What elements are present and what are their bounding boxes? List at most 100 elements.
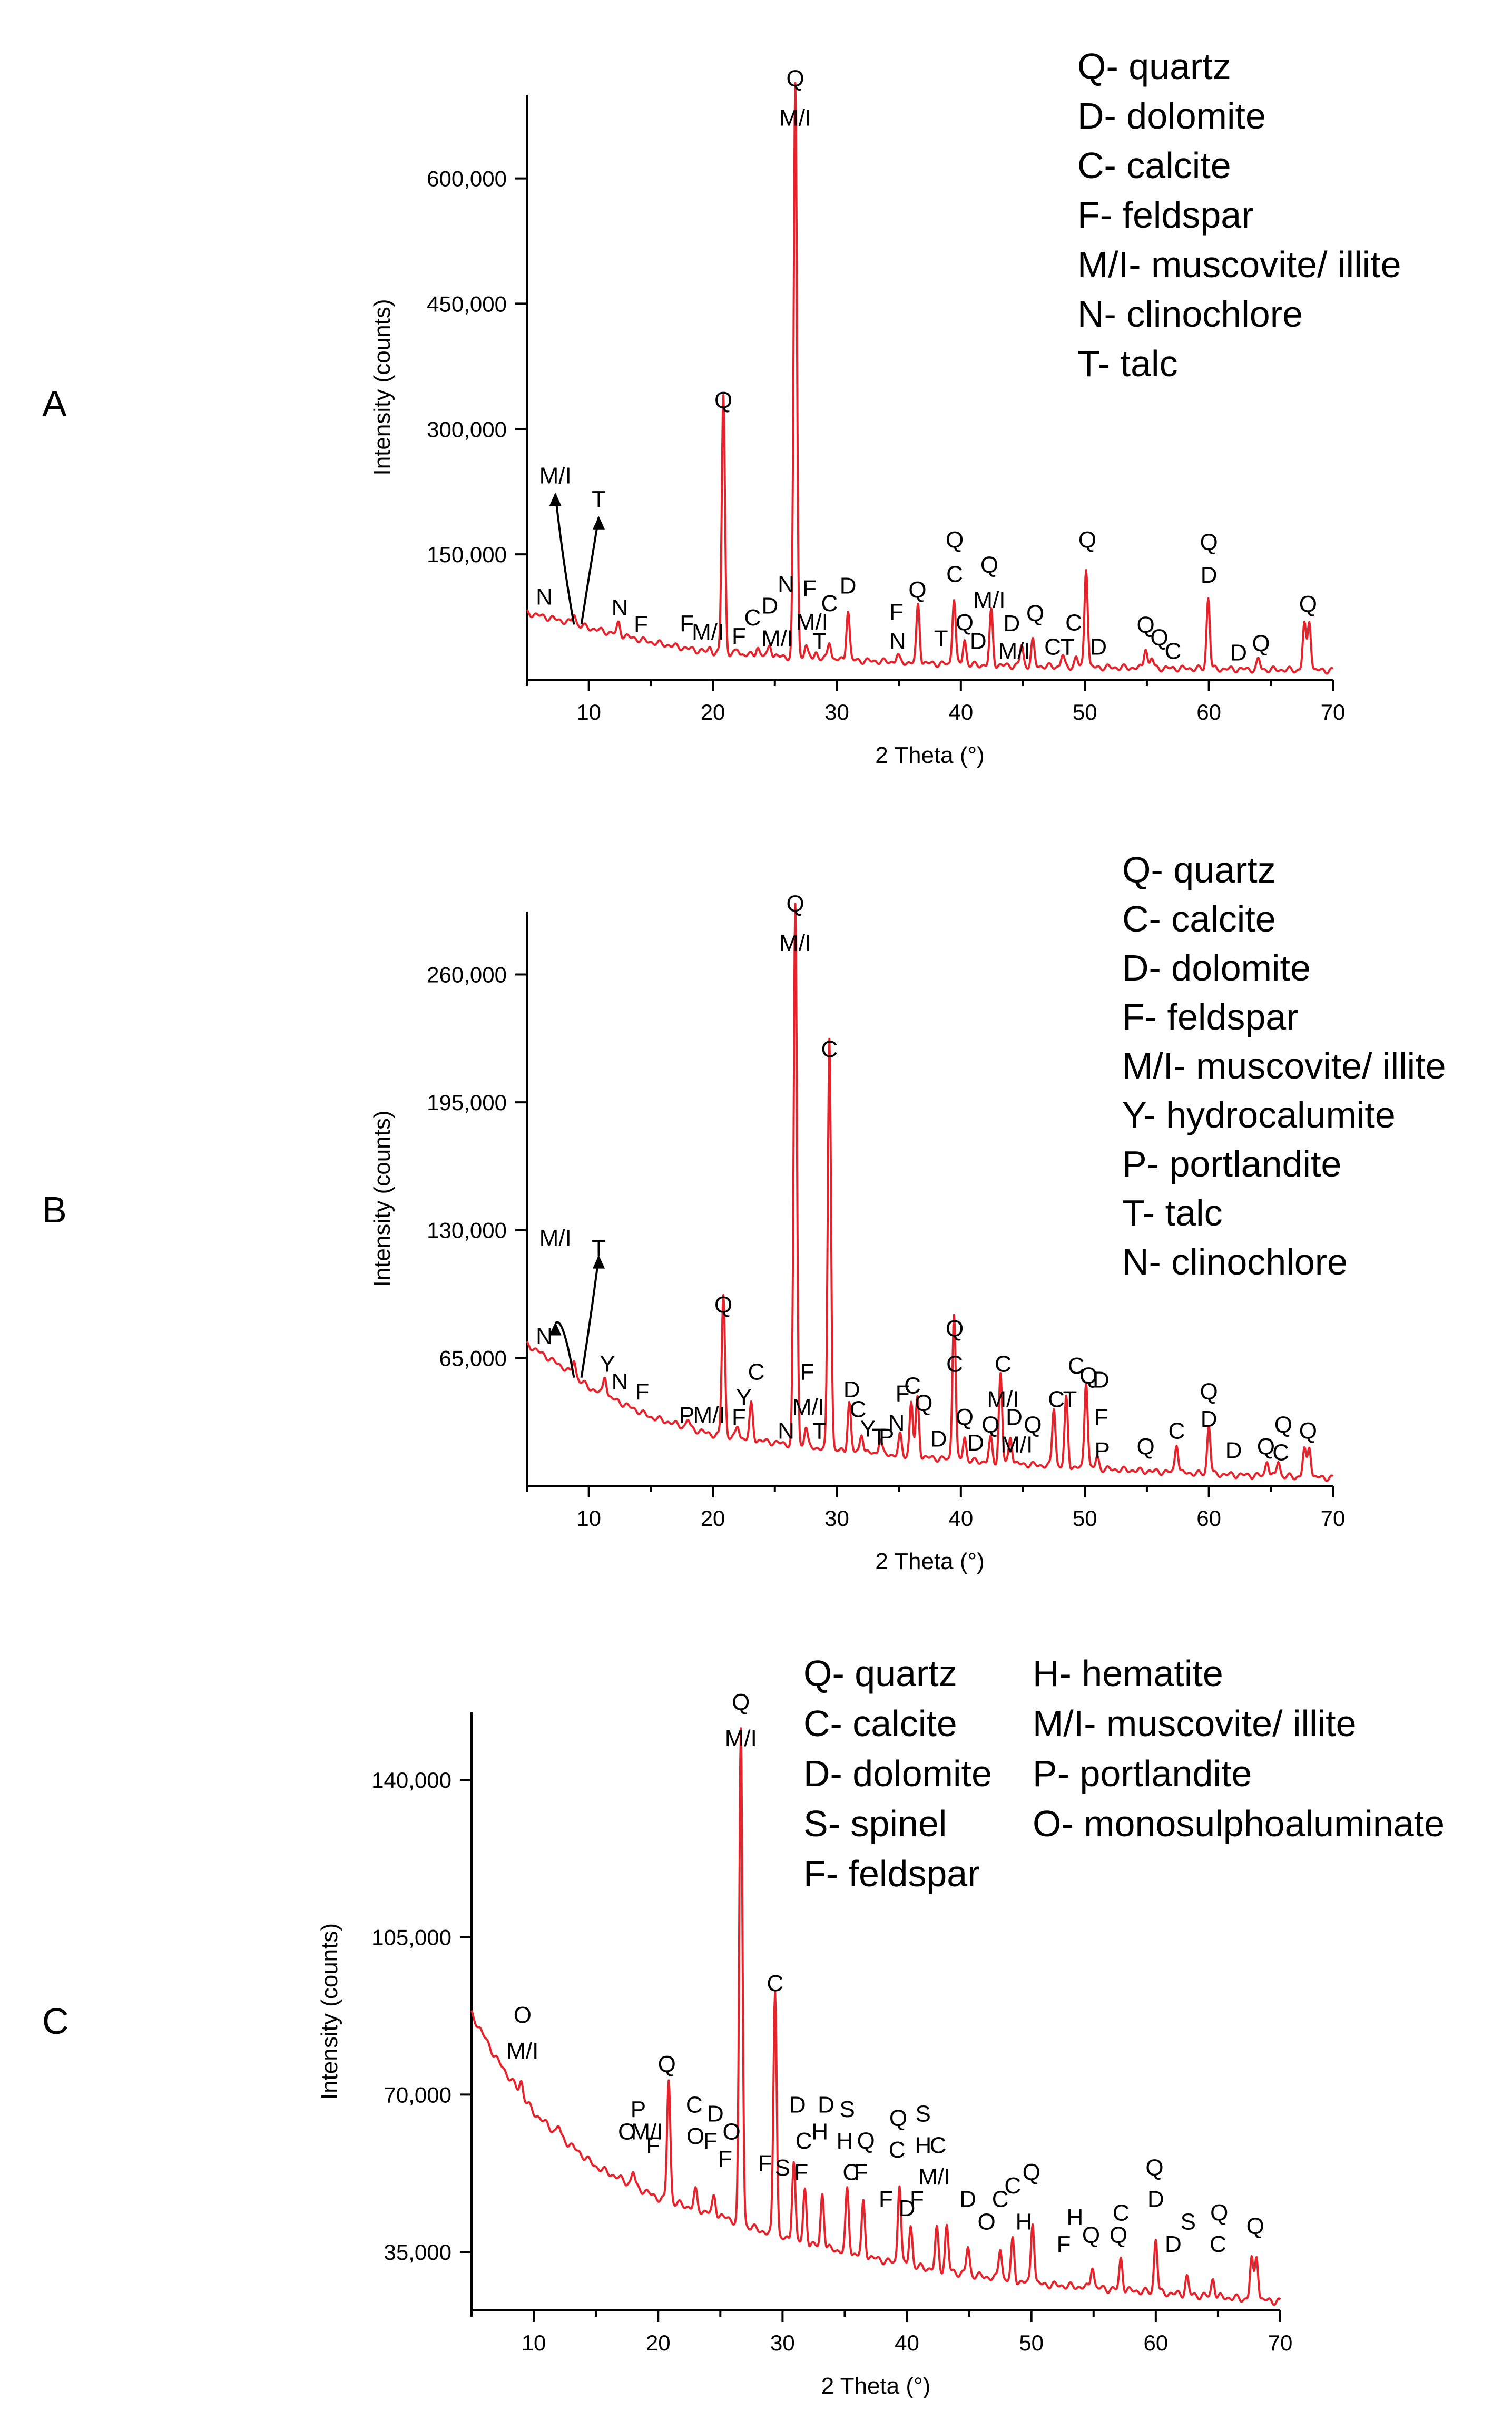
peak-label: C bbox=[1272, 1439, 1289, 1465]
peak-label: F bbox=[802, 575, 817, 601]
peak-label: D bbox=[789, 2092, 806, 2118]
y-tick-label: 260,000 bbox=[427, 962, 507, 987]
peak-label: Q bbox=[1024, 1412, 1042, 1438]
peak-label: Y bbox=[600, 1351, 615, 1377]
panel-label: C bbox=[42, 2001, 69, 2042]
peak-label: Q bbox=[1023, 2160, 1040, 2186]
x-tick-label: 10 bbox=[522, 2330, 546, 2355]
peak-label: Q bbox=[956, 1404, 974, 1430]
peak-label: C bbox=[821, 591, 838, 616]
peak-label: D bbox=[959, 2187, 976, 2212]
peak-label: Y bbox=[860, 1416, 876, 1442]
legend-entry: C- calcite bbox=[1077, 145, 1231, 186]
x-tick-label: 40 bbox=[895, 2330, 919, 2355]
x-tick-label: 30 bbox=[824, 700, 849, 724]
peak-label: F bbox=[646, 2132, 660, 2158]
peak-label: Q bbox=[1246, 2213, 1264, 2239]
peak-label: M/I bbox=[998, 638, 1030, 664]
peak-label: H bbox=[837, 2128, 853, 2154]
x-axis-label: 2 Theta (°) bbox=[821, 2373, 931, 2399]
legend-entry: D- dolomite bbox=[1122, 947, 1311, 988]
y-tick-label: 130,000 bbox=[427, 1218, 507, 1243]
peak-label: N bbox=[889, 628, 906, 654]
peak-label: T bbox=[1063, 1387, 1077, 1413]
peak-label: N bbox=[778, 572, 794, 597]
peak-label: Q bbox=[1257, 1434, 1275, 1459]
peak-label: M/I bbox=[987, 1387, 1019, 1413]
peak-label: Q bbox=[1252, 631, 1270, 657]
peak-label: T bbox=[812, 628, 827, 654]
peak-label: M/I bbox=[792, 1395, 824, 1420]
peak-label: F bbox=[896, 1380, 910, 1406]
peak-label: Q bbox=[889, 2105, 907, 2131]
peak-label: F bbox=[703, 2128, 718, 2154]
x-axis-label: 2 Theta (°) bbox=[875, 742, 985, 768]
peak-label: P bbox=[1095, 1438, 1110, 1464]
peak-label: F bbox=[635, 1379, 649, 1405]
peak-label: D bbox=[1201, 562, 1218, 588]
arrow-head bbox=[592, 1255, 605, 1269]
peak-label: C bbox=[748, 1359, 765, 1385]
peak-label: N bbox=[536, 1324, 553, 1349]
peak-label: Q bbox=[714, 388, 732, 414]
xrd-trace bbox=[526, 903, 1334, 1482]
y-tick-label: 140,000 bbox=[371, 1768, 451, 1792]
legend-entry: D- dolomite bbox=[1077, 95, 1266, 136]
peak-label: Q bbox=[1078, 527, 1096, 553]
peak-label: F bbox=[800, 1359, 814, 1385]
y-tick-label: 150,000 bbox=[427, 542, 507, 567]
peak-label: D bbox=[899, 2196, 916, 2221]
peak-label: Q bbox=[946, 527, 964, 553]
x-tick-label: 40 bbox=[948, 700, 973, 724]
x-tick-label: 30 bbox=[770, 2330, 795, 2355]
x-tick-label: 70 bbox=[1268, 2330, 1293, 2355]
peak-label: Q bbox=[980, 552, 998, 578]
peak-label: T bbox=[872, 1424, 886, 1450]
peak-label: N bbox=[536, 584, 553, 610]
peak-label: C bbox=[995, 1351, 1012, 1377]
peak-label: Q bbox=[1274, 1412, 1292, 1438]
peak-label: D bbox=[1225, 1438, 1242, 1464]
x-tick-label: 30 bbox=[824, 1506, 849, 1531]
peak-label: O bbox=[978, 2209, 996, 2235]
y-tick-label: 35,000 bbox=[384, 2240, 451, 2265]
peak-label: D bbox=[707, 2101, 724, 2127]
peak-label: Q bbox=[946, 1316, 964, 1341]
arrow-line bbox=[580, 517, 600, 625]
y-axis-label: Intensity (counts) bbox=[369, 1110, 395, 1287]
legend-entry: N- clinochlore bbox=[1077, 293, 1303, 335]
peak-label: O bbox=[722, 2119, 740, 2145]
peak-label: D bbox=[970, 628, 987, 654]
y-tick-label: 195,000 bbox=[427, 1090, 507, 1115]
legend-entry: H- hematite bbox=[1033, 1653, 1223, 1694]
peak-label: F bbox=[718, 2146, 732, 2172]
peak-label: D bbox=[1006, 1404, 1023, 1430]
peak-label: C bbox=[744, 605, 761, 631]
peak-label: C bbox=[767, 1971, 783, 1996]
peak-label: Q bbox=[658, 2052, 676, 2078]
y-tick-label: 105,000 bbox=[371, 1925, 451, 1950]
legend-entry: C- calcite bbox=[803, 1703, 957, 1744]
arrow-line bbox=[580, 1256, 600, 1378]
peak-label: S bbox=[840, 2096, 855, 2122]
peak-label: Q bbox=[1299, 592, 1317, 618]
peak-label: H bbox=[1016, 2209, 1033, 2235]
peak-label: Q bbox=[1110, 2222, 1127, 2248]
peak-label: C bbox=[1164, 638, 1181, 664]
peak-label: M/I bbox=[693, 1403, 725, 1428]
peak-label: T bbox=[592, 486, 606, 512]
peak-label: F bbox=[1094, 1404, 1108, 1430]
peak-label: C bbox=[992, 2187, 1009, 2212]
peak-label: Q bbox=[786, 891, 804, 917]
y-tick-label: 450,000 bbox=[427, 291, 507, 316]
peak-label: Q bbox=[786, 66, 804, 92]
legend-entry: Y- hydrocalumite bbox=[1122, 1094, 1396, 1135]
peak-label: Q bbox=[1200, 530, 1218, 555]
arrow-head bbox=[549, 492, 562, 506]
peak-label: N bbox=[612, 1369, 629, 1395]
peak-label: C bbox=[821, 1036, 838, 1062]
peak-label: O bbox=[514, 2002, 532, 2028]
peak-label: D bbox=[1147, 2187, 1164, 2212]
peak-label: F bbox=[680, 611, 694, 636]
